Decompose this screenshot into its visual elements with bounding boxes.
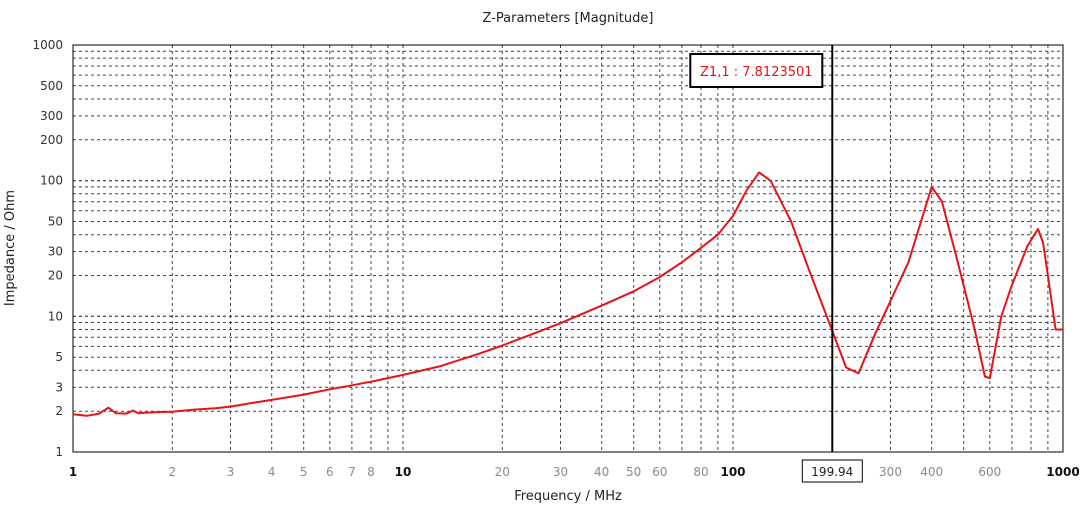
- cursor-x-frame: [801, 459, 863, 483]
- x-tick-label: 30: [553, 465, 568, 479]
- cursor-x-value: 199.94: [811, 465, 853, 479]
- y-axis-title: Impedance / Ohm: [3, 190, 18, 306]
- x-tick-label: 1: [69, 465, 77, 479]
- marker-label-box[interactable]: Z1,1 : 7.8123501: [689, 53, 824, 88]
- y-tick-label: 300: [40, 109, 63, 123]
- marker-label-frame: [689, 53, 824, 88]
- x-tick-label: 2: [168, 465, 176, 479]
- y-tick-label: 5: [55, 350, 63, 364]
- x-tick-label: 300: [879, 465, 902, 479]
- chart-title: Z-Parameters [Magnitude]: [483, 11, 654, 26]
- y-tick-label: 2: [55, 404, 63, 418]
- y-tick-label: 3: [55, 380, 63, 394]
- y-tick-labels: 1 2 3 5 10 20 30 50 100 200 300 500 1000: [32, 38, 63, 459]
- x-tick-label: 40: [594, 465, 609, 479]
- y-tick-label: 500: [40, 79, 63, 93]
- x-tick-label: 5: [300, 465, 308, 479]
- x-tick-labels: 1 2 3 4 5 6 7 8 10 20 30 40 50 60 80 100 300 400 600 1000: [69, 465, 1080, 479]
- marker-readout: Z1,1 : 7.8123501: [700, 65, 813, 80]
- x-tick-label: 8: [367, 465, 375, 479]
- x-tick-label: 4: [268, 465, 276, 479]
- y-tick-label: 1: [55, 445, 63, 459]
- y-tick-label: 30: [48, 245, 63, 259]
- x-axis-title: Frequency / MHz: [514, 489, 622, 504]
- y-tick-label: 200: [40, 133, 63, 147]
- x-tick-label: 600: [978, 465, 1001, 479]
- x-tick-label: 100: [720, 465, 745, 479]
- grid: [73, 45, 1063, 452]
- series-line: [72, 171, 1063, 417]
- plot-frame: [72, 44, 1064, 453]
- x-tick-label: 7: [348, 465, 356, 479]
- x-tick-label: 400: [920, 465, 943, 479]
- series-layer: [72, 171, 1063, 417]
- x-tick-label: 1000: [1046, 465, 1079, 479]
- y-tick-label: 20: [48, 269, 63, 283]
- x-tick-label: 20: [495, 465, 510, 479]
- x-tick-label: 80: [693, 465, 708, 479]
- x-tick-label: 3: [227, 465, 235, 479]
- y-tick-label: 50: [48, 215, 63, 229]
- x-tick-label: 10: [395, 465, 412, 479]
- y-tick-label: 10: [48, 309, 63, 323]
- x-tick-label: 6: [326, 465, 334, 479]
- y-tick-label: 100: [40, 174, 63, 188]
- y-tick-label: 1000: [32, 38, 63, 52]
- x-tick-label: 60: [652, 465, 667, 479]
- cursor-x-readout[interactable]: 199.94: [801, 459, 863, 483]
- x-tick-label: 50: [626, 465, 641, 479]
